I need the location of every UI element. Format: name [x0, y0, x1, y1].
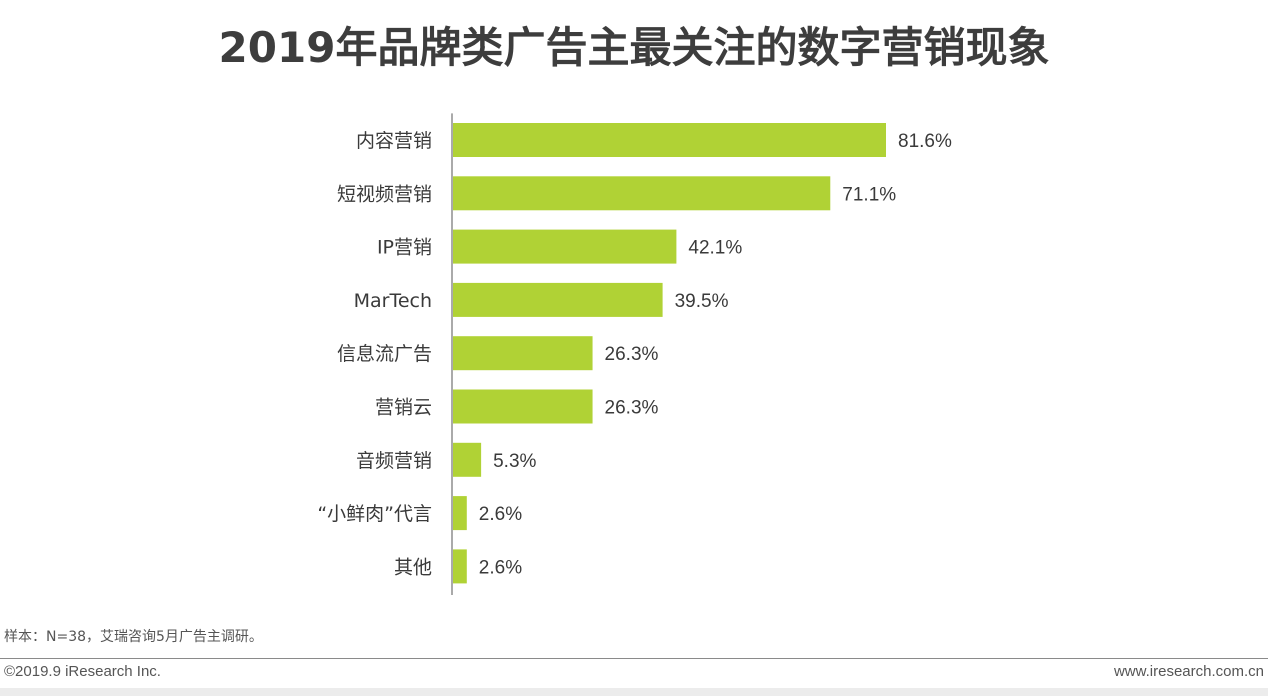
category-label-2: IP营销 — [377, 237, 432, 259]
value-label-8: 2.6% — [479, 557, 522, 578]
value-label-3: 39.5% — [675, 291, 729, 312]
bar-2 — [453, 229, 677, 264]
value-label-5: 26.3% — [605, 398, 659, 419]
category-label-0: 内容营销 — [356, 130, 432, 152]
category-label-8: 其他 — [394, 556, 432, 578]
category-label-3: MarTech — [354, 290, 432, 312]
bar-chart: 内容营销 81.6% 短视频营销 71.1% IP营销 42.1% MarTech 39.5%… — [317, 113, 952, 596]
copyright-text: ©2019.9 iResearch Inc. — [4, 663, 161, 680]
value-label-6: 5.3% — [493, 451, 536, 472]
value-label-1: 71.1% — [842, 184, 896, 205]
bar-3 — [453, 282, 663, 317]
footer-divider — [0, 658, 1268, 659]
category-label-7: “小鲜肉”代言 — [317, 503, 432, 525]
bar-5 — [453, 389, 593, 424]
website-link[interactable]: www.iresearch.com.cn — [1113, 663, 1264, 680]
sample-footnote: 样本：N=38，艾瑞咨询5月广告主调研。 — [4, 629, 263, 645]
category-label-4: 信息流广告 — [337, 343, 432, 365]
value-label-4: 26.3% — [605, 344, 659, 365]
bar-8 — [453, 549, 467, 584]
value-label-7: 2.6% — [479, 504, 522, 525]
category-label-1: 短视频营销 — [337, 183, 432, 205]
chart-title: 2019年品牌类广告主最关注的数字营销现象 — [218, 23, 1050, 72]
bar-1 — [453, 176, 831, 211]
category-label-6: 音频营销 — [356, 450, 432, 472]
bar-0 — [453, 123, 886, 157]
value-label-0: 81.6% — [898, 131, 952, 152]
bars-group: 内容营销 81.6% 短视频营销 71.1% IP营销 42.1% MarTech 39.5%… — [317, 123, 952, 584]
bar-6 — [453, 442, 482, 477]
value-label-2: 42.1% — [688, 238, 742, 259]
bottom-band — [0, 688, 1268, 696]
bar-7 — [453, 496, 467, 531]
category-label-5: 营销云 — [375, 397, 432, 419]
bar-4 — [453, 336, 593, 371]
